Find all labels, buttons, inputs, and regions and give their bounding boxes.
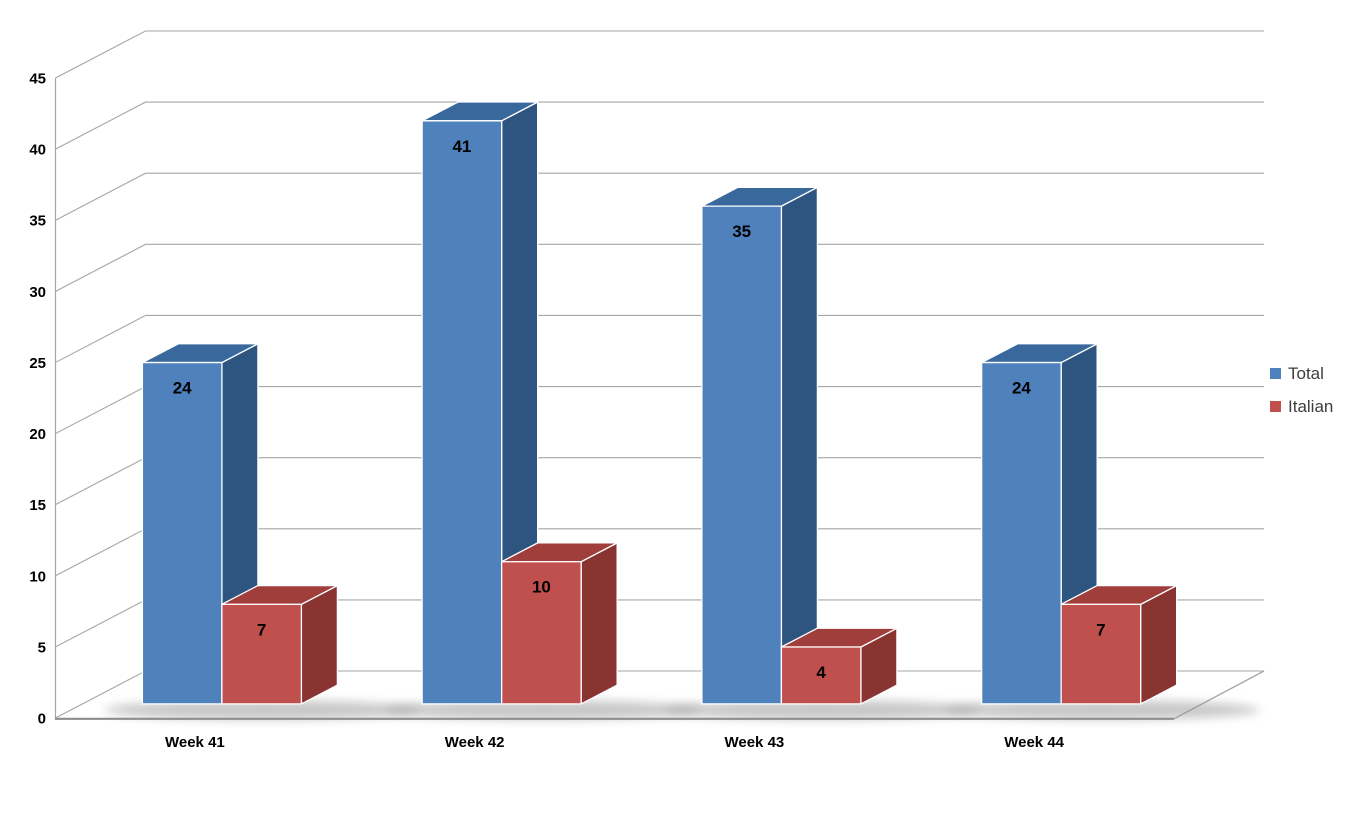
- gridline-35: [55, 172, 1264, 221]
- legend-item-total: Total: [1270, 363, 1333, 384]
- bar-front-face: [1060, 603, 1142, 705]
- gridline-30: [55, 243, 1264, 292]
- y-tick-label: 35: [29, 213, 46, 230]
- bar-italian-week-41: 7: [221, 584, 339, 705]
- bar-front-face: [701, 205, 783, 705]
- y-tick-label: 15: [29, 497, 46, 514]
- legend-swatch-total-icon: [1270, 368, 1281, 379]
- bar-italian-week-42: 10: [500, 542, 618, 705]
- data-label: 10: [532, 578, 551, 597]
- bar-front-face: [421, 120, 503, 705]
- y-tick-label: 5: [38, 639, 46, 656]
- bar-italian-week-43: 4: [780, 627, 898, 705]
- y-tick-label: 25: [29, 355, 46, 372]
- x-category-label: Week 42: [445, 734, 505, 751]
- bar-shadow: [663, 700, 980, 720]
- legend-label-italian: Italian: [1288, 397, 1334, 416]
- gridline-45: [55, 30, 1264, 79]
- x-category-label: Week 43: [724, 734, 784, 751]
- bar-side-face: [580, 542, 618, 705]
- data-label: 7: [1096, 620, 1105, 639]
- bar-front-face: [780, 646, 862, 705]
- y-tick-label: 10: [29, 568, 46, 585]
- y-tick-label: 20: [29, 426, 46, 443]
- y-tick-label: 30: [29, 284, 46, 301]
- legend-label-total: Total: [1288, 364, 1324, 383]
- chart-legend: Total Italian: [1270, 363, 1333, 417]
- bar-total-week-42: 41: [421, 101, 539, 705]
- bar-side-face: [780, 186, 819, 705]
- gridline-25: [55, 314, 1264, 363]
- x-category-label: Week 41: [165, 734, 225, 751]
- bar-total-week-41: 24: [141, 343, 259, 705]
- data-label: 4: [816, 663, 826, 682]
- bar-shadow: [104, 700, 421, 720]
- bar-side-face: [300, 584, 339, 705]
- data-label: 24: [173, 379, 192, 398]
- bar-total-week-43: 35: [701, 186, 819, 705]
- gridline-40: [55, 101, 1264, 150]
- bar-front-face: [221, 603, 303, 705]
- y-tick-label: 0: [38, 711, 46, 728]
- bar-front-face: [141, 361, 223, 705]
- bar-side-face: [1140, 584, 1178, 705]
- bar-front-face: [981, 361, 1062, 705]
- y-tick-label: 40: [29, 142, 46, 159]
- data-label: 41: [452, 137, 471, 156]
- data-label: 35: [732, 222, 751, 241]
- legend-item-italian: Italian: [1270, 396, 1333, 417]
- bar-front-face: [500, 561, 582, 705]
- legend-swatch-italian-icon: [1270, 401, 1281, 412]
- bar-shadow: [943, 700, 1260, 720]
- bar-shadow: [384, 700, 701, 720]
- y-tick-label: 45: [29, 71, 46, 88]
- x-category-label: Week 44: [1004, 734, 1064, 751]
- data-label: 24: [1012, 379, 1031, 398]
- data-label: 7: [257, 620, 266, 639]
- bar-italian-week-44: 7: [1060, 584, 1178, 705]
